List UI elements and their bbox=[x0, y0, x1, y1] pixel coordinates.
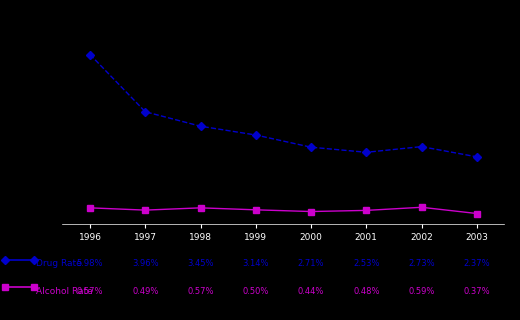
Text: 2.73%: 2.73% bbox=[408, 260, 435, 268]
Text: 5.98%: 5.98% bbox=[77, 260, 103, 268]
Text: 2.53%: 2.53% bbox=[353, 260, 380, 268]
Text: 0.50%: 0.50% bbox=[243, 287, 269, 296]
Text: 0.49%: 0.49% bbox=[132, 287, 159, 296]
Text: 0.57%: 0.57% bbox=[77, 287, 103, 296]
Text: 3.45%: 3.45% bbox=[187, 260, 214, 268]
Text: 0.37%: 0.37% bbox=[463, 287, 490, 296]
Text: 0.57%: 0.57% bbox=[187, 287, 214, 296]
Text: 0.59%: 0.59% bbox=[408, 287, 435, 296]
Text: 2.71%: 2.71% bbox=[298, 260, 324, 268]
Text: 0.48%: 0.48% bbox=[353, 287, 380, 296]
Text: 3.14%: 3.14% bbox=[242, 260, 269, 268]
Text: 3.96%: 3.96% bbox=[132, 260, 159, 268]
Text: Drug Rate: Drug Rate bbox=[36, 260, 82, 268]
Text: Alcohol Rate: Alcohol Rate bbox=[36, 287, 93, 296]
Text: 0.44%: 0.44% bbox=[298, 287, 324, 296]
Text: 2.37%: 2.37% bbox=[463, 260, 490, 268]
